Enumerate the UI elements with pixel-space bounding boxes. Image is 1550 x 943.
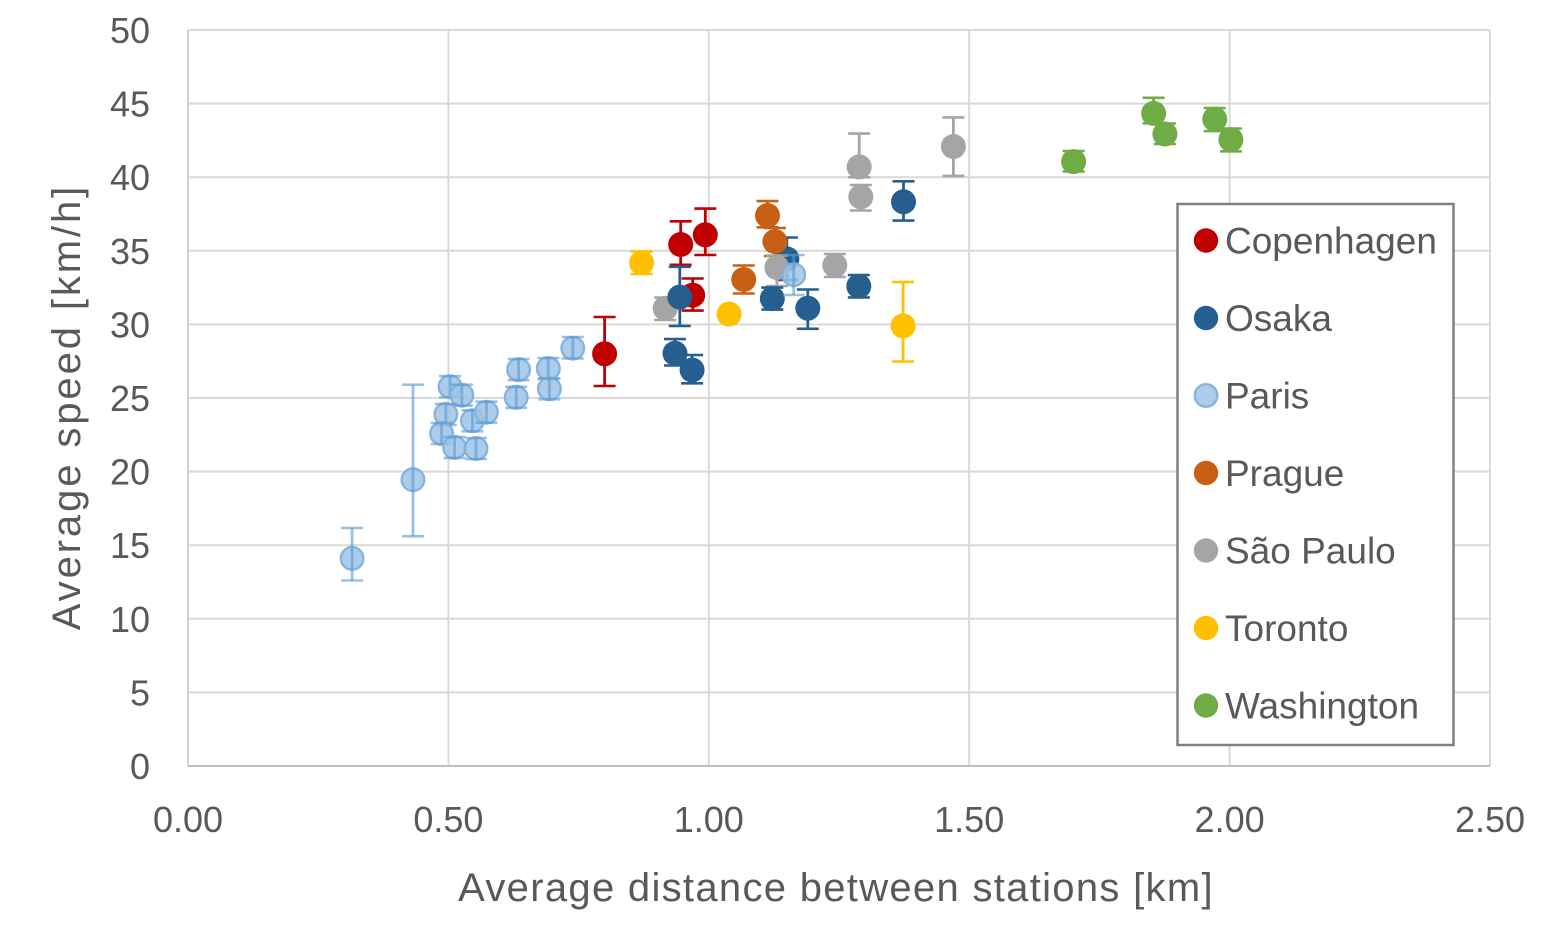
svg-text:45: 45 xyxy=(110,84,150,125)
svg-text:1.50: 1.50 xyxy=(934,799,1004,840)
svg-text:0: 0 xyxy=(130,746,150,787)
svg-text:Copenhagen: Copenhagen xyxy=(1225,221,1437,262)
svg-text:25: 25 xyxy=(110,378,150,419)
svg-text:35: 35 xyxy=(110,231,150,272)
svg-text:Paris: Paris xyxy=(1225,376,1309,417)
svg-text:Washington: Washington xyxy=(1225,686,1419,727)
svg-text:Average speed [km/h]: Average speed [km/h] xyxy=(45,184,89,630)
svg-text:0.50: 0.50 xyxy=(413,799,483,840)
svg-text:Prague: Prague xyxy=(1225,453,1344,494)
svg-text:Osaka: Osaka xyxy=(1225,298,1332,339)
svg-text:40: 40 xyxy=(110,157,150,198)
svg-text:2.00: 2.00 xyxy=(1195,799,1265,840)
svg-text:10: 10 xyxy=(110,599,150,640)
svg-text:5: 5 xyxy=(130,672,150,713)
svg-text:Toronto: Toronto xyxy=(1225,608,1348,649)
svg-text:0.00: 0.00 xyxy=(153,799,223,840)
svg-text:Average distance between stati: Average distance between stations [km] xyxy=(458,866,1214,910)
svg-text:São Paulo: São Paulo xyxy=(1225,531,1396,572)
svg-text:30: 30 xyxy=(110,304,150,345)
svg-text:15: 15 xyxy=(110,525,150,566)
svg-text:50: 50 xyxy=(110,10,150,51)
svg-text:2.50: 2.50 xyxy=(1455,799,1525,840)
svg-text:1.00: 1.00 xyxy=(674,799,744,840)
svg-text:20: 20 xyxy=(110,452,150,493)
